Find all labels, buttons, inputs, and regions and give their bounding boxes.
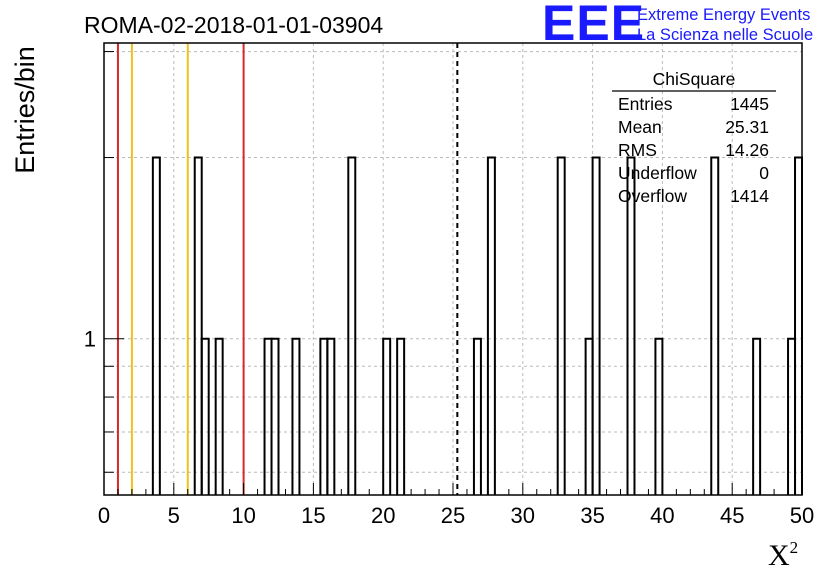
histogram-bin [794,156,803,495]
histogram-bin [347,156,357,495]
y-axis-label: Entries/bin [10,46,40,174]
histogram-bin [382,337,392,495]
x-tick-label: 40 [650,503,674,528]
histogram-outline [151,156,803,495]
histogram-bin [200,337,210,495]
x-tick-label: 35 [580,503,604,528]
histogram-bin [472,337,482,495]
x-tick-label: 25 [441,503,465,528]
histogram-bin [591,156,601,495]
eee-logo-line2: La Scienza nelle Scuole [637,26,813,44]
histogram-bin [654,337,664,495]
x-tick-label: 30 [511,503,535,528]
histogram-bin [787,337,797,495]
histogram-bin [710,156,720,495]
stats-row-label: Mean [618,117,662,137]
histogram-bin [752,337,762,495]
histogram-bin [193,156,203,495]
x-tick-label: 5 [168,503,180,528]
x-axis-label-superscript: 2 [790,538,799,557]
eee-logo-line1: Extreme Energy Events [637,6,810,24]
chart-title: ROMA-02-2018-01-01-03904 [84,12,383,38]
x-tick-label: 10 [231,503,255,528]
x-tick-label: 15 [301,503,325,528]
x-tick-label: 0 [98,503,110,528]
histogram-bin [263,337,273,495]
stats-row-label: RMS [618,140,657,160]
histogram-bin [214,337,224,495]
x-axis-label-base: X [768,539,790,572]
stats-row-value: 1445 [730,94,769,114]
histogram-bin [270,337,280,495]
stats-row-value: 0 [759,163,769,183]
histogram-bin [396,337,406,495]
axis-ticks: 0 5 10 15 20 25 30 35 40 45 50 1 [84,51,814,528]
histogram-bin [556,156,566,495]
stats-row-value: 25.31 [725,117,769,137]
stats-box: ChiSquare Entries 1445 Mean 25.31 RMS 14.26 Un… [612,69,776,206]
histogram-bin [319,337,329,495]
x-tick-label: 20 [371,503,395,528]
histogram-bin [584,337,594,495]
eee-logo: EEE Extreme Energy Events La Scienza nel… [542,0,813,51]
stats-row-label: Underflow [618,163,697,183]
y-tick-label: 1 [84,327,96,352]
histogram-bin [291,337,301,495]
histogram-bin [151,156,161,495]
stats-row-label: Entries [618,94,673,114]
x-axis-label: X2 [768,538,798,572]
stats-rows: Entries 1445 Mean 25.31 RMS 14.26 Underflow 0 Ov… [618,94,769,206]
stats-title: ChiSquare [653,69,736,89]
stats-row-value: 14.26 [725,140,769,160]
x-tick-label: 50 [790,503,814,528]
histogram-bin [326,337,336,495]
x-tick-label: 45 [720,503,744,528]
reference-lines [116,43,459,495]
stats-row-value: 1414 [730,186,769,206]
histogram-bin [486,156,496,495]
stats-row-label: Overflow [618,186,687,206]
histogram-bin [626,156,636,495]
